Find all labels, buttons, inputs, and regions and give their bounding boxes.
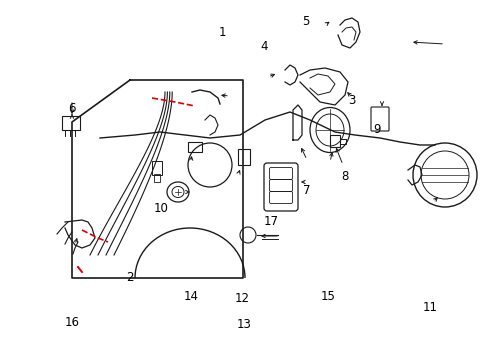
Text: 7: 7 [303, 184, 310, 197]
Text: 4: 4 [260, 40, 267, 53]
Text: 16: 16 [65, 316, 80, 329]
Text: 9: 9 [372, 123, 380, 136]
Bar [238, 149, 249, 165]
Text: 6: 6 [68, 102, 76, 114]
Text: 5: 5 [301, 15, 309, 28]
Text: 2: 2 [125, 271, 133, 284]
Text: 3: 3 [347, 94, 355, 107]
Bar [329, 135, 339, 147]
Text: 1: 1 [218, 26, 226, 39]
Bar [62, 116, 80, 130]
Text: 17: 17 [264, 215, 278, 228]
Text: 14: 14 [183, 291, 198, 303]
Text: 13: 13 [237, 318, 251, 330]
Text: 12: 12 [234, 292, 249, 305]
Text: 11: 11 [422, 301, 437, 314]
Bar [187, 142, 202, 152]
Text: 15: 15 [321, 291, 335, 303]
Text: 8: 8 [341, 170, 348, 183]
Bar [154, 174, 160, 182]
Text: 10: 10 [154, 202, 168, 215]
Bar [152, 161, 162, 175]
